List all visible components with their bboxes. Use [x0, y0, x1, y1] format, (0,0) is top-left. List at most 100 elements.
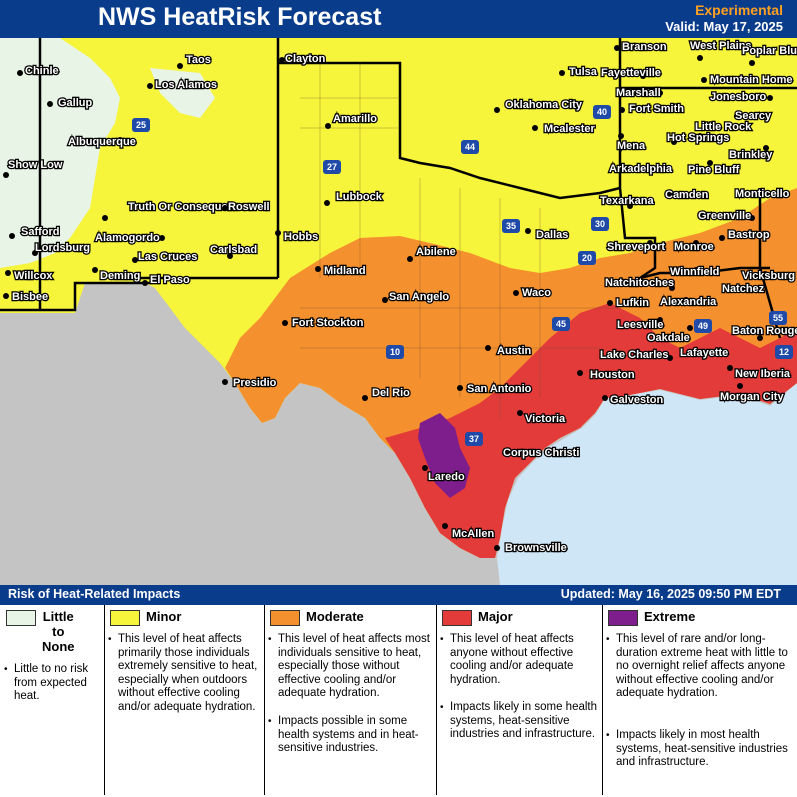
- svg-text:San Angelo: San Angelo: [389, 291, 449, 303]
- svg-text:Waco: Waco: [522, 287, 551, 299]
- shield-20: 20: [578, 251, 596, 265]
- legend-header: Risk of Heat-Related Impacts Updated: Ma…: [0, 585, 797, 605]
- svg-text:Little Rock: Little Rock: [695, 121, 752, 133]
- svg-text:10: 10: [390, 347, 400, 357]
- bullet-icon: •: [268, 716, 272, 727]
- city-mountain-home: Mountain Home: [701, 73, 794, 87]
- city-greenville: Greenville: [697, 209, 755, 223]
- city-las-cruces: Las Cruces: [132, 250, 199, 264]
- svg-text:Texarkana: Texarkana: [600, 195, 654, 207]
- svg-text:Natchitoches: Natchitoches: [605, 277, 674, 289]
- extreme-region: [418, 413, 470, 498]
- shield-12: 12: [775, 345, 793, 359]
- state-borders: [0, 38, 797, 339]
- svg-text:Brinkley: Brinkley: [729, 149, 773, 161]
- city-hobbs: Hobbs: [275, 230, 320, 244]
- gulf-water: [497, 383, 797, 585]
- svg-text:Shreveport: Shreveport: [607, 241, 665, 253]
- category-none: Little to None: [42, 609, 75, 654]
- desc-major-1: • This level of heat affects anyone with…: [440, 633, 574, 686]
- svg-text:Lafayette: Lafayette: [680, 347, 728, 359]
- city-safford: Safford: [9, 225, 61, 239]
- desc-moderate-1: • This level of heat affects most indivi…: [268, 633, 430, 699]
- swatch-none: [6, 610, 36, 626]
- svg-text:Galveston: Galveston: [610, 394, 663, 406]
- shield-10: 10: [386, 345, 404, 359]
- svg-text:Del Rio: Del Rio: [372, 387, 410, 399]
- svg-text:Victoria: Victoria: [525, 413, 566, 425]
- city-hot-springs: Hot Springs: [666, 131, 731, 146]
- bullet-icon: •: [606, 634, 610, 645]
- svg-text:Carlsbad: Carlsbad: [210, 244, 257, 256]
- svg-text:Mountain Home: Mountain Home: [710, 74, 793, 86]
- city-lubbock: Lubbock: [324, 190, 384, 206]
- city-camden: Camden: [664, 188, 710, 203]
- city-lake-charles: Lake Charles: [599, 348, 673, 362]
- svg-text:Hobbs: Hobbs: [284, 231, 318, 243]
- svg-text:30: 30: [595, 219, 605, 229]
- svg-text:45: 45: [556, 319, 566, 329]
- experimental-label: Experimental: [695, 2, 783, 18]
- city-oklahoma-city: Oklahoma City: [494, 98, 584, 113]
- city-alamogordo: Alamogordo: [94, 231, 165, 245]
- city-searcy: Searcy: [734, 109, 774, 124]
- svg-text:Houston: Houston: [590, 369, 635, 381]
- city-amarillo: Amarillo: [325, 112, 379, 129]
- svg-text:Los Alamos: Los Alamos: [155, 79, 217, 91]
- svg-text:Midland: Midland: [324, 265, 366, 277]
- city-texarkana: Texarkana: [599, 194, 656, 209]
- city-galveston: Galveston: [602, 393, 665, 407]
- city-dallas: Dallas: [525, 228, 570, 242]
- svg-text:Pine Bluff: Pine Bluff: [688, 164, 740, 176]
- none-region-mid: [150, 68, 215, 118]
- city-midland: Midland: [315, 264, 367, 278]
- city-natchitoches: Natchitoches: [604, 276, 675, 291]
- bullet-icon: •: [606, 730, 610, 741]
- svg-text:Alexandria: Alexandria: [660, 296, 717, 308]
- svg-text:Leesville: Leesville: [617, 319, 663, 331]
- city-winnfield: Winnfield: [669, 265, 721, 280]
- legend: Little to None • Little to no risk from …: [0, 605, 797, 797]
- svg-text:12: 12: [779, 347, 789, 357]
- city-marshall: Marshall: [615, 86, 663, 100]
- svg-text:New Iberia: New Iberia: [735, 368, 791, 380]
- legend-title: Risk of Heat-Related Impacts: [8, 587, 181, 601]
- svg-text:Baton Rouge: Baton Rouge: [732, 325, 797, 337]
- city-lordsburg: Lordsburg: [32, 241, 91, 256]
- svg-text:Lufkin: Lufkin: [616, 297, 649, 309]
- svg-text:Bastrop: Bastrop: [728, 229, 770, 241]
- svg-text:Deming: Deming: [100, 270, 140, 282]
- svg-text:Truth Or Consequences: Truth Or Consequences: [128, 201, 253, 213]
- city-west-plains: West Plains: [689, 39, 753, 61]
- city-fort-stockton: Fort Stockton: [282, 316, 365, 330]
- svg-text:Winnfield: Winnfield: [670, 266, 719, 278]
- city-waco: Waco: [513, 286, 553, 300]
- svg-text:Lake Charles: Lake Charles: [600, 349, 668, 361]
- svg-text:49: 49: [698, 321, 708, 331]
- svg-text:Branson: Branson: [622, 41, 667, 53]
- legend-col-moderate: Moderate • This level of heat affects mo…: [264, 605, 437, 795]
- city-mcalester: Mcalester: [532, 122, 597, 136]
- svg-text:Bisbee: Bisbee: [12, 291, 48, 303]
- city-brinkley: Brinkley: [728, 145, 775, 162]
- city-baton-rouge: Baton Rouge: [731, 324, 797, 341]
- city-abilene: Abilene: [407, 245, 457, 262]
- svg-text:Corpus Christi: Corpus Christi: [503, 447, 579, 459]
- city-little-rock: Little Rock: [694, 120, 753, 139]
- svg-text:Oakdale: Oakdale: [647, 332, 690, 344]
- city-victoria: Victoria: [517, 410, 567, 426]
- svg-text:Hot Springs: Hot Springs: [667, 132, 729, 144]
- city-lufkin: Lufkin: [607, 296, 651, 310]
- city-lafayette: Lafayette: [679, 346, 730, 361]
- shield-44: 44: [461, 140, 479, 154]
- city-taos: Taos: [177, 53, 212, 69]
- city-laredo: Laredo: [422, 465, 466, 484]
- city-austin: Austin: [485, 344, 533, 358]
- svg-text:Roswell: Roswell: [228, 201, 270, 213]
- svg-text:Fayetteville: Fayetteville: [601, 67, 661, 79]
- svg-text:Marshall: Marshall: [616, 87, 661, 99]
- svg-text:Mena: Mena: [617, 140, 646, 152]
- bullet-icon: •: [108, 634, 112, 645]
- shield-25: 25: [132, 118, 150, 132]
- city-truth-or-consequences: Truth Or Consequences: [102, 200, 254, 221]
